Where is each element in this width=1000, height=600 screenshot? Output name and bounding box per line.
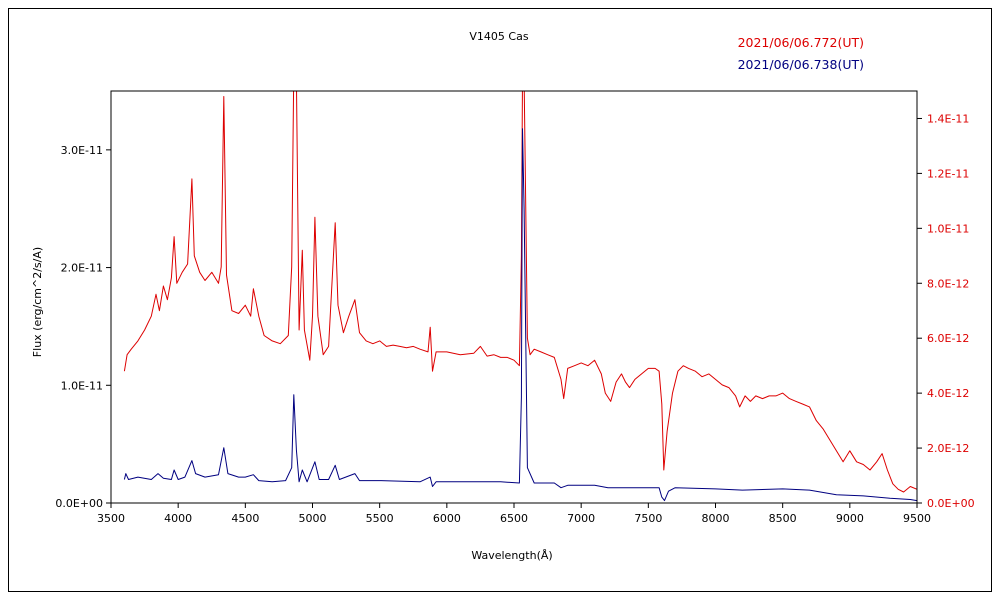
plot-border xyxy=(110,90,918,504)
x-tick-label: 9000 xyxy=(836,512,864,525)
series-line-red xyxy=(123,91,917,493)
spectrum-chart: V1405 Cas 2021/06/06.772(UT) 2021/06/06.… xyxy=(31,30,975,562)
x-tick-label: 3500 xyxy=(97,512,125,525)
y-right-tick-label: 1.4E-11 xyxy=(927,112,969,125)
x-tick-label: 8000 xyxy=(702,512,730,525)
y-right-tick-label: 1.2E-11 xyxy=(927,167,969,180)
y-axis-label: Flux (erg/cm^2/s/A) xyxy=(31,247,44,357)
y-left-tick-label: 1.0E-11 xyxy=(61,379,103,392)
y-left-tick-label: 2.0E-11 xyxy=(61,262,103,275)
x-tick-label: 8500 xyxy=(769,512,797,525)
series-line-navy xyxy=(123,128,917,502)
y-right-tick-label: 4.0E-12 xyxy=(927,387,969,400)
plot-area: 3500 4000 4500 5000 5500 6000 6500 7000 7500 8000… xyxy=(55,90,975,525)
x-axis-label: Wavelength(Å) xyxy=(471,549,552,562)
x-tick-label: 7000 xyxy=(567,512,595,525)
x-tick-label: 5000 xyxy=(299,512,327,525)
y-right-tick-label: 1.0E-11 xyxy=(927,222,969,235)
chart-frame: V1405 Cas 2021/06/06.772(UT) 2021/06/06.… xyxy=(8,8,992,592)
legend-entry-red: 2021/06/06.772(UT) xyxy=(738,35,864,50)
y-right-tick-label: 0.0E+00 xyxy=(927,497,975,510)
legend-entry-navy: 2021/06/06.738(UT) xyxy=(738,57,864,72)
y-left-tick-label: 3.0E-11 xyxy=(61,144,103,157)
y-right-tick-label: 8.0E-12 xyxy=(927,277,969,290)
x-tick-label: 4000 xyxy=(164,512,192,525)
x-tick-label: 4500 xyxy=(231,512,259,525)
y-right-tick-label: 6.0E-12 xyxy=(927,332,969,345)
x-tick-label: 6500 xyxy=(500,512,528,525)
x-tick-label: 5500 xyxy=(366,512,394,525)
y-left-tick-label: 0.0E+00 xyxy=(55,497,103,510)
x-tick-label: 7500 xyxy=(634,512,662,525)
y-right-tick-label: 2.0E-12 xyxy=(927,442,969,455)
x-tick-label: 9500 xyxy=(903,512,931,525)
x-tick-label: 6000 xyxy=(433,512,461,525)
chart-title: V1405 Cas xyxy=(469,30,528,43)
